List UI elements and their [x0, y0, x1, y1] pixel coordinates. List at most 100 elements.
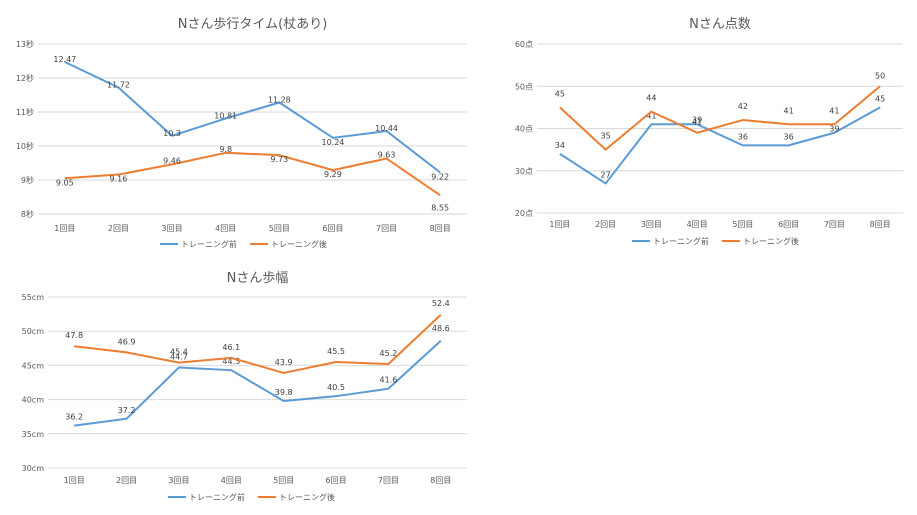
- y-tick-label: 40cm: [22, 396, 45, 405]
- data-label: 45.4: [170, 348, 188, 357]
- data-label: 11.72: [107, 81, 130, 90]
- data-label: 44.3: [222, 357, 240, 366]
- data-label: 46.1: [222, 343, 240, 352]
- legend-label: トレーニング後: [743, 236, 799, 246]
- data-label: 42: [738, 102, 748, 111]
- x-tick-label: 8回目: [870, 220, 891, 229]
- legend-label: トレーニング前: [181, 239, 237, 249]
- data-label: 41: [829, 106, 839, 115]
- x-tick-label: 7回目: [376, 224, 397, 233]
- data-label: 9.63: [378, 151, 396, 160]
- series-line-before: [74, 340, 442, 427]
- series-line-after: [64, 151, 441, 197]
- chart-title: Nさん歩幅: [227, 271, 289, 286]
- chart-3: Nさん歩幅 30cm 35cm 40cm 45cm 50cm 55cm 1回目 2回目 3回目 4回…: [22, 271, 467, 502]
- data-label: 39: [692, 116, 702, 125]
- chart-title: Nさん点数: [689, 17, 751, 32]
- x-tick-label: 3回目: [162, 224, 183, 233]
- legend-label: トレーニング後: [271, 239, 327, 249]
- data-label: 41: [646, 111, 656, 120]
- data-label: 39: [829, 125, 839, 134]
- chart-1: Nさん歩行タイム(杖あり) 8秒 9秒 10秒 11秒 12秒 13秒 1回目 2回目 3回目 4回…: [16, 17, 467, 249]
- y-tick-label: 55cm: [22, 293, 45, 302]
- y-tick-label: 8秒: [21, 209, 34, 219]
- data-label: 50: [875, 71, 885, 80]
- data-label: 39.8: [275, 388, 293, 397]
- y-tick-label: 60点: [515, 40, 533, 49]
- x-tick-label: 2回目: [108, 224, 129, 233]
- x-tick-label: 7回目: [378, 476, 399, 485]
- chart-2: Nさん点数 20点 30点 40点 50点 60点 1回目 2回目 3回目 4回目 5回目 6回目 7回…: [515, 17, 903, 246]
- y-tick-label: 12秒: [16, 73, 34, 83]
- data-label: 9.16: [110, 175, 128, 184]
- y-tick-label: 13秒: [16, 39, 34, 49]
- data-label: 41: [692, 117, 702, 126]
- data-label: 41.6: [380, 376, 398, 385]
- data-label: 40.5: [327, 383, 345, 392]
- data-label: 43.9: [275, 358, 293, 367]
- data-label: 12.47: [53, 55, 76, 64]
- data-label: 36: [738, 132, 748, 141]
- x-tick-label: 7回目: [824, 220, 845, 229]
- x-tick-label: 3回目: [168, 476, 189, 485]
- data-label: 47.8: [65, 331, 83, 340]
- y-tick-label: 30cm: [22, 464, 45, 473]
- data-label: 9.46: [163, 156, 181, 165]
- series-line-after: [559, 85, 881, 151]
- data-label: 9.8: [219, 145, 232, 154]
- data-label: 41: [784, 106, 794, 115]
- x-tick-label: 2回目: [116, 476, 137, 485]
- data-label: 36: [784, 132, 794, 141]
- data-label: 45: [555, 89, 565, 98]
- legend-label: トレーニング後: [279, 492, 335, 502]
- x-tick-label: 3回目: [641, 220, 662, 229]
- x-tick-label: 4回目: [221, 476, 242, 485]
- data-label: 27: [601, 170, 611, 179]
- x-tick-label: 4回目: [687, 220, 708, 229]
- x-tick-label: 6回目: [326, 476, 347, 485]
- data-label: 45.2: [380, 349, 398, 358]
- y-tick-label: 10秒: [16, 141, 34, 151]
- data-label: 45: [875, 94, 885, 103]
- data-label: 34: [555, 141, 565, 150]
- y-tick-label: 9秒: [21, 175, 34, 185]
- legend-label: トレーニング前: [653, 236, 709, 246]
- x-tick-label: 8回目: [430, 224, 451, 233]
- y-tick-label: 35cm: [22, 430, 45, 439]
- x-tick-label: 8回目: [430, 476, 451, 485]
- legend-label: トレーニング前: [189, 492, 245, 502]
- data-label: 10.81: [214, 111, 237, 120]
- y-tick-label: 45cm: [22, 361, 45, 370]
- data-label: 9.73: [270, 155, 288, 164]
- x-tick-label: 4回目: [215, 224, 236, 233]
- data-label: 45.5: [327, 347, 345, 356]
- y-tick-label: 50cm: [22, 327, 45, 336]
- data-label: 11.28: [268, 95, 291, 104]
- x-tick-label: 1回目: [64, 476, 85, 485]
- data-label: 36.2: [65, 413, 83, 422]
- x-tick-label: 2回目: [595, 220, 616, 229]
- data-label: 44: [646, 94, 656, 103]
- series-line-before: [559, 106, 881, 185]
- y-tick-label: 30点: [515, 167, 533, 176]
- x-tick-label: 6回目: [322, 224, 343, 233]
- x-tick-label: 5回目: [269, 224, 290, 233]
- y-tick-label: 40点: [515, 125, 533, 134]
- y-tick-label: 11秒: [16, 107, 34, 117]
- series-line-after: [74, 314, 442, 374]
- data-label: 9.29: [324, 170, 342, 179]
- data-label: 10.44: [375, 124, 398, 133]
- data-label: 10.24: [321, 138, 344, 147]
- data-label: 48.6: [432, 324, 450, 333]
- data-label: 9.22: [431, 173, 449, 182]
- data-label: 46.9: [118, 337, 136, 346]
- x-tick-label: 1回目: [54, 224, 75, 233]
- x-tick-label: 5回目: [732, 220, 753, 229]
- series-line-before: [64, 61, 441, 174]
- data-label: 37.2: [118, 406, 136, 415]
- data-label: 10.3: [163, 129, 181, 138]
- x-tick-label: 1回目: [549, 220, 570, 229]
- y-tick-label: 50点: [515, 82, 533, 91]
- data-label: 52.4: [432, 299, 450, 308]
- y-tick-label: 20点: [515, 209, 533, 218]
